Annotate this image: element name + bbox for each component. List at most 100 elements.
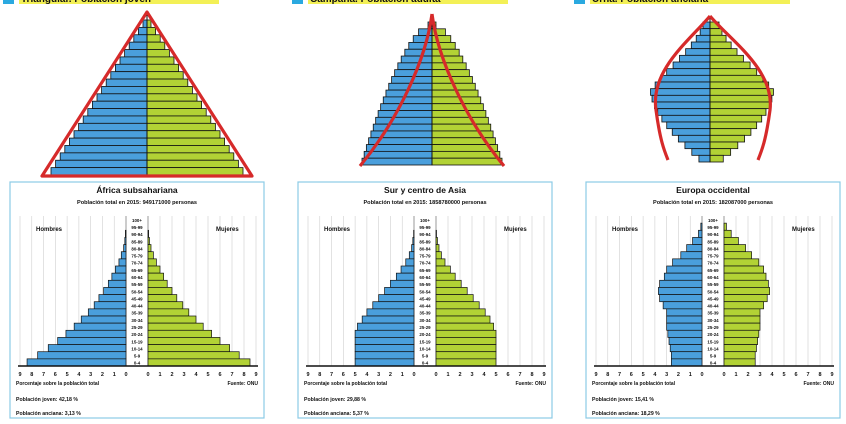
age-label: 0-4 [134, 361, 141, 366]
tick-label: 6 [630, 372, 633, 378]
tick-label: 5 [66, 372, 69, 378]
age-label: 70-74 [131, 261, 143, 266]
schematic-men-bar [69, 137, 148, 146]
schematic-men-bar [684, 141, 711, 150]
men-bar [103, 287, 127, 295]
women-bar [435, 244, 440, 253]
men-bar [659, 279, 703, 288]
age-label: 15-19 [419, 339, 431, 344]
age-label: 55-59 [419, 282, 431, 287]
schematic-men-bar [377, 110, 433, 118]
elderly-population-note: Población anciana: 3,13 % [16, 411, 81, 417]
header-label: Triangular. Población joven [21, 0, 151, 5]
men-bar [680, 251, 703, 260]
tick-label: 4 [770, 372, 774, 378]
men-bar [686, 244, 703, 253]
age-label: 15-19 [131, 339, 143, 344]
age-label: 60-64 [707, 275, 719, 280]
tick-label: 9 [542, 372, 545, 378]
women-bar [435, 351, 497, 360]
men-bar [698, 229, 703, 238]
schematic-campana [358, 13, 506, 168]
schematic-men-bar [55, 159, 148, 169]
women-bar [147, 351, 240, 360]
elderly-population-note: Población anciana: 18,29 % [592, 411, 660, 417]
schematic-women-bar [431, 123, 492, 132]
tick-label: 9 [306, 372, 309, 378]
tick-label: 3 [758, 372, 761, 378]
men-bar [361, 315, 415, 324]
tick-label: 4 [653, 372, 657, 378]
schematic-men-bar [119, 56, 148, 65]
men-bar [357, 322, 415, 331]
men-bar [405, 258, 415, 267]
tick-label: 2 [101, 372, 104, 378]
schematic-outline [358, 13, 506, 168]
schematic-men-bar [363, 150, 433, 159]
schematic-men-bar [133, 34, 148, 43]
schematic-outline [40, 10, 254, 178]
schematic-women-bar [709, 154, 724, 163]
age-label: 35-39 [419, 311, 431, 316]
schematic-men-bar [397, 62, 433, 71]
panel-frame [297, 181, 553, 419]
age-label: 100+ [708, 218, 718, 223]
tick-label: 5 [354, 372, 357, 378]
women-bar [723, 229, 732, 238]
men-label: Hombres [36, 227, 63, 233]
tick-label: 0 [146, 372, 149, 378]
women-bar [435, 322, 494, 331]
age-label: 20-24 [707, 332, 719, 337]
tick-label: 6 [54, 372, 57, 378]
age-label: 5-9 [422, 354, 429, 359]
men-bar [73, 322, 127, 331]
schematic-women-bar [146, 108, 207, 117]
schematic-men-bar [115, 63, 148, 73]
schematic-women-bar [146, 56, 175, 65]
schematic-women-bar [709, 61, 751, 70]
age-label: 95-99 [707, 225, 719, 230]
men-bar [666, 315, 703, 324]
schematic-women-bar [431, 96, 482, 105]
schematic-women-bar [146, 86, 193, 95]
tick-label: 1 [689, 372, 692, 378]
age-label: 5-9 [710, 354, 717, 359]
pyramid-panel: África subsahariana Población total en 20… [9, 181, 265, 419]
tick-label: 2 [389, 372, 392, 378]
age-label: 60-64 [131, 275, 143, 280]
schematic-men-bar [124, 49, 148, 58]
tick-label: 0 [124, 372, 127, 378]
women-bar [147, 358, 251, 367]
women-bar [147, 251, 154, 260]
schematic-women-bar [146, 26, 157, 36]
women-bar [723, 222, 727, 231]
elderly-population-note: Población anciana: 5,37 % [304, 411, 369, 417]
tick-label: 5 [782, 372, 785, 378]
men-bar [98, 294, 127, 303]
xaxis-note: Porcentaje sobre la población total [16, 381, 100, 387]
women-bar [435, 279, 462, 288]
age-label: 30-34 [131, 318, 143, 323]
schematic-women-bar [709, 48, 738, 56]
pyramid-panel: Sur y centro de Asia Población total en 2… [297, 181, 553, 419]
age-label: 25-29 [419, 325, 431, 330]
age-label: 25-29 [707, 325, 719, 330]
age-label: 100+ [420, 218, 430, 223]
schematic-women-bar [146, 122, 216, 132]
tick-label: 8 [530, 372, 533, 378]
schematic-men-bar [375, 116, 433, 125]
women-bar [435, 258, 446, 267]
panel-title: África subsahariana [96, 185, 178, 195]
age-label: 65-69 [131, 268, 143, 273]
schematic-men-bar [372, 123, 433, 132]
schematic-men-bar [64, 145, 148, 154]
age-label: 10-14 [707, 346, 719, 351]
women-bar [147, 258, 157, 267]
schematic-men-bar [92, 100, 148, 109]
age-label: 85-89 [131, 239, 143, 244]
men-bar [124, 237, 127, 245]
women-bar [723, 337, 758, 345]
tick-label: 1 [446, 372, 449, 378]
age-label: 5-9 [134, 354, 141, 359]
